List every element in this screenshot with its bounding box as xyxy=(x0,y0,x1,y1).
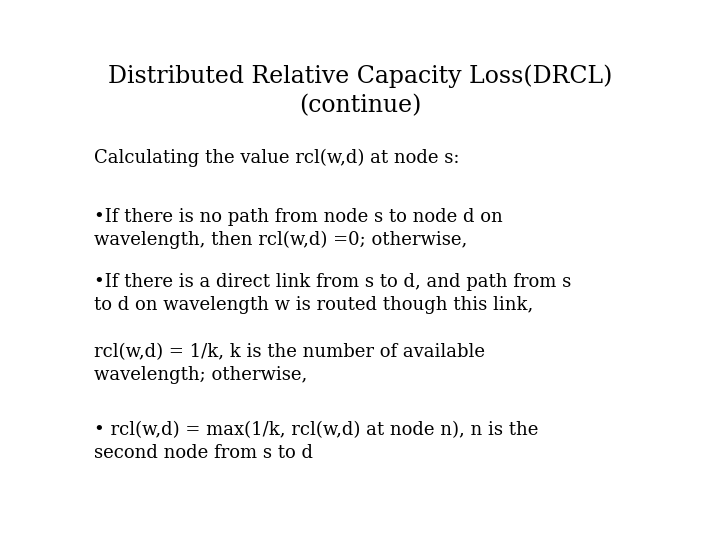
Text: •If there is a direct link from s to d, and path from s
to d on wavelength w is : •If there is a direct link from s to d, … xyxy=(94,273,571,314)
Text: Distributed Relative Capacity Loss(DRCL)
(continue): Distributed Relative Capacity Loss(DRCL)… xyxy=(108,65,612,118)
Text: rcl(w,d) = 1/k, k is the number of available
wavelength; otherwise,: rcl(w,d) = 1/k, k is the number of avail… xyxy=(94,343,485,384)
Text: • rcl(w,d) = max(1/k, rcl(w,d) at node n), n is the
second node from s to d: • rcl(w,d) = max(1/k, rcl(w,d) at node n… xyxy=(94,421,538,462)
Text: •If there is no path from node s to node d on
wavelength, then rcl(w,d) =0; othe: •If there is no path from node s to node… xyxy=(94,208,503,249)
Text: Calculating the value rcl(w,d) at node s:: Calculating the value rcl(w,d) at node s… xyxy=(94,148,459,167)
